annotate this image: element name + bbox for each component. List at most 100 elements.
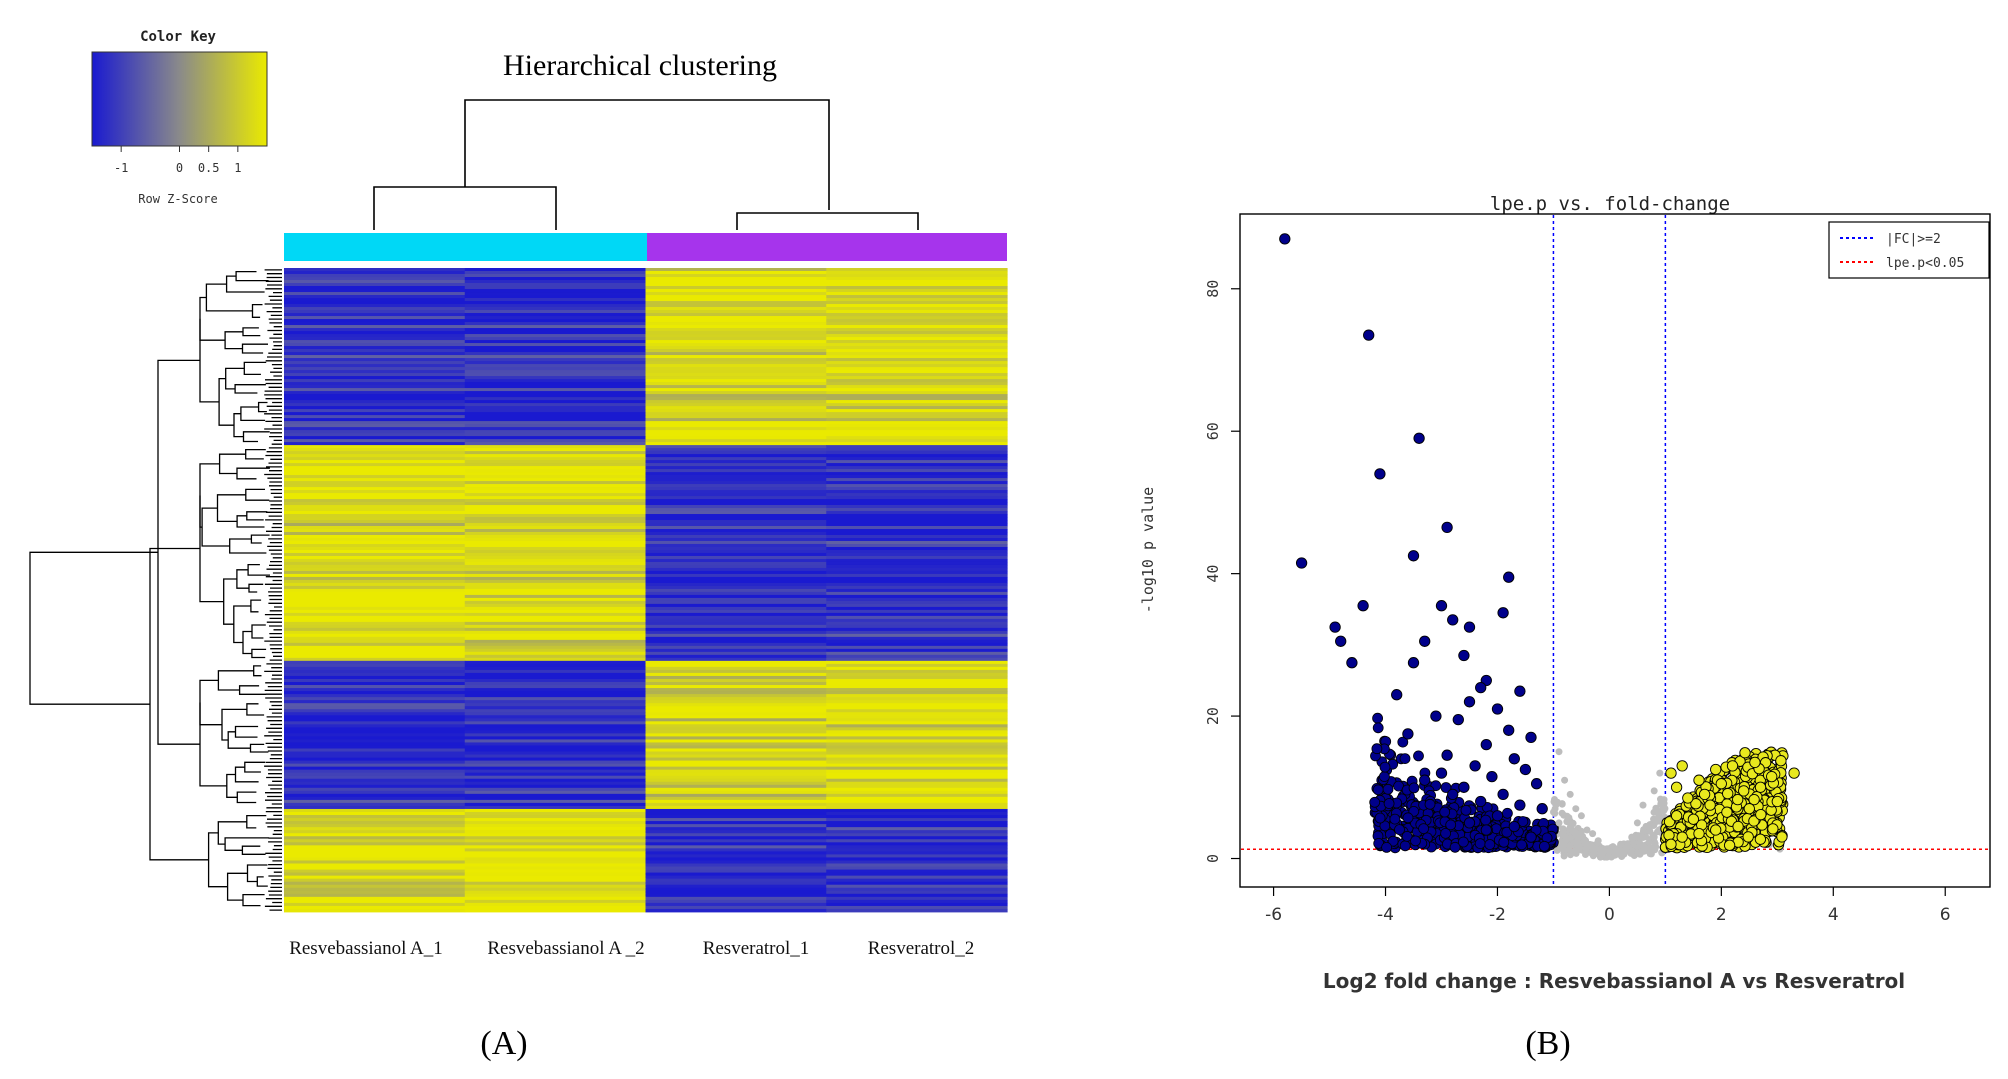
heatmap-cell: [284, 561, 466, 566]
heatmap-cell: [645, 502, 827, 506]
up-point: [1742, 831, 1754, 843]
heatmap-cell: [826, 555, 1008, 560]
heatmap-cell: [826, 833, 1008, 837]
heatmap-cell: [826, 358, 1008, 362]
heatmap-cell: [284, 685, 466, 689]
heatmap-cell: [464, 657, 647, 662]
heatmap-cell: [464, 361, 647, 365]
group-bar-resveratrol: [647, 233, 1007, 261]
heatmap-cell: [284, 436, 466, 440]
heatmap-cell: [645, 709, 827, 713]
heatmap-cell: [826, 493, 1008, 497]
heatmap-cell: [464, 373, 647, 377]
heatmap-cell: [645, 760, 827, 765]
heatmap-cell: [464, 872, 647, 877]
heatmap-cell: [464, 343, 647, 347]
heatmap-cell: [645, 430, 827, 434]
up-point: [1698, 788, 1711, 801]
heatmap-cell: [645, 872, 827, 877]
heatmap-cell: [284, 627, 466, 632]
heatmap-cell: [645, 520, 827, 524]
heatmap-cell: [284, 505, 466, 509]
ns-point: [1589, 830, 1597, 838]
down-point: [1439, 806, 1451, 818]
heatmap-cell: [284, 899, 466, 904]
heatmap-cell: [464, 799, 647, 804]
heatmap-cell: [284, 745, 466, 749]
down-point: [1458, 836, 1469, 848]
heatmap-cell: [284, 397, 466, 401]
heatmap-cell: [284, 328, 466, 332]
heatmap-cell: [284, 697, 466, 701]
heatmap-cell: [464, 394, 647, 398]
ns-point: [1605, 847, 1613, 855]
heatmap-cell: [464, 654, 647, 659]
heatmap-cell: [645, 890, 827, 895]
volcano-ylabel: -log10 p value: [1139, 487, 1157, 613]
up-point: [1710, 763, 1722, 776]
heatmap-cell: [284, 896, 466, 901]
heatmap-cell: [826, 436, 1008, 440]
heatmap-cell: [284, 400, 466, 404]
ns-point: [1633, 819, 1641, 827]
heatmap-cell: [464, 424, 647, 428]
heatmap-cell: [284, 352, 466, 356]
heatmap-cell: [645, 313, 827, 317]
up-point: [1771, 795, 1783, 808]
down-point: [1491, 810, 1504, 822]
ns-point: [1645, 839, 1653, 847]
heatmap-cell: [284, 860, 466, 864]
heatmap-cell: [464, 529, 647, 533]
heatmap-cell: [826, 271, 1008, 275]
down-point: [1329, 621, 1341, 633]
heatmap-cell: [464, 802, 647, 807]
row-dendrogram-branch: [226, 872, 248, 901]
row-dendrogram-branch: [253, 665, 262, 677]
heatmap-cell: [464, 588, 647, 593]
heatmap-cell: [826, 787, 1008, 792]
ns-point: [1639, 801, 1647, 809]
up-point: [1670, 810, 1683, 822]
down-point: [1449, 841, 1461, 853]
x-tick-label: 0: [1604, 905, 1615, 925]
heatmap-cell: [284, 274, 466, 278]
heatmap-cell: [826, 274, 1008, 278]
down-point: [1536, 803, 1548, 815]
down-point: [1399, 753, 1411, 764]
ns-point: [1635, 833, 1643, 841]
heatmap-cell: [284, 520, 466, 524]
heatmap-cell: [645, 319, 827, 323]
heatmap-cell: [284, 706, 466, 710]
y-tick-label: 20: [1204, 707, 1222, 725]
down-point: [1372, 784, 1384, 796]
ns-point: [1579, 839, 1587, 847]
heatmap-cell: [645, 848, 827, 852]
heatmap-cell: [284, 645, 466, 650]
heatmap-cell: [645, 343, 827, 347]
heatmap-cell: [645, 280, 827, 284]
heatmap-cell: [826, 573, 1008, 578]
up-point: [1665, 767, 1677, 779]
heatmap-cell: [826, 706, 1008, 710]
heatmap-cell: [464, 902, 647, 907]
heatmap-cell: [464, 457, 647, 461]
heatmap-cell: [284, 760, 466, 765]
heatmap-cell: [464, 688, 647, 692]
heatmap-cell: [826, 496, 1008, 500]
heatmap-cell: [284, 615, 466, 620]
heatmap-cell: [284, 585, 466, 590]
heatmap-cell: [464, 567, 647, 572]
heatmap-cell: [645, 394, 827, 398]
heatmap-cell: [464, 472, 647, 476]
heatmap-cell: [284, 757, 466, 761]
heatmap-cell: [826, 606, 1008, 611]
heatmap-cell: [645, 442, 827, 446]
heatmap-cell: [284, 793, 466, 798]
row-dendrogram-branch: [201, 507, 230, 547]
heatmap-cell: [826, 648, 1008, 653]
volcano-plot-frame: [1239, 213, 1991, 888]
down-point: [1394, 824, 1405, 835]
heatmap-cell: [645, 523, 827, 527]
up-point: [1743, 803, 1755, 815]
heatmap-cell: [826, 866, 1008, 870]
